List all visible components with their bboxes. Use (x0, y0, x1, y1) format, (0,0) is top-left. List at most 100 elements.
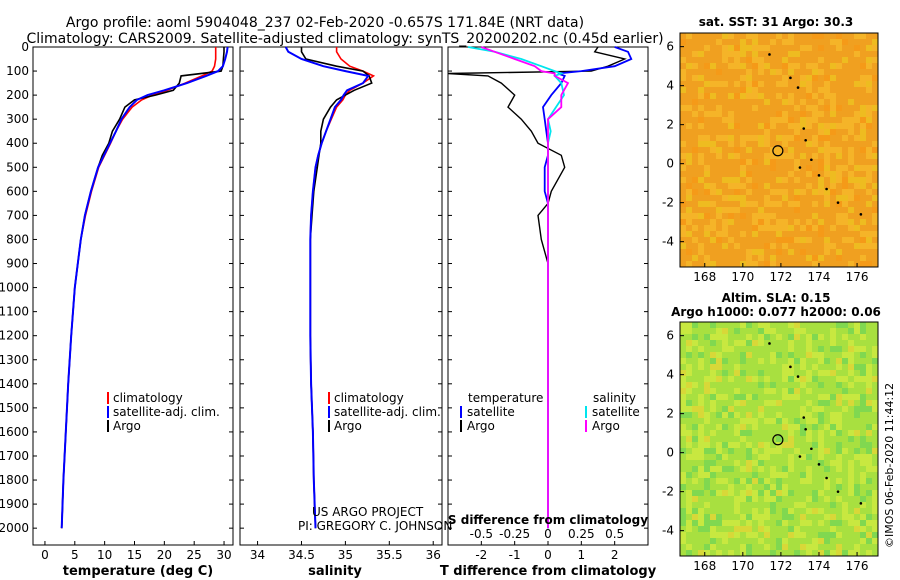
sla-map-cell (812, 382, 818, 388)
legend-label-climatology: climatology (334, 391, 404, 405)
sst-map-cell (824, 189, 830, 195)
sst-map-cell (872, 99, 878, 105)
sst-map-cell (734, 177, 740, 183)
sla-map-cell (716, 364, 722, 370)
sst-map-cell (722, 45, 728, 51)
sst-map-cell (758, 57, 764, 63)
sst-map-cell (680, 159, 686, 165)
sst-map-cell (710, 51, 716, 57)
sst-map-cell (794, 81, 800, 87)
sst-map-cell (830, 207, 836, 213)
sst-map-cell (812, 195, 818, 201)
sst-map-cell (842, 33, 848, 39)
sst-map-cell (758, 93, 764, 99)
sst-map-cell (680, 69, 686, 75)
sla-map-cell (848, 496, 854, 502)
sst-map-cell (680, 249, 686, 255)
sla-map-cell (848, 478, 854, 484)
sla-map-cell (866, 352, 872, 358)
sst-map-cell (716, 105, 722, 111)
sla-map-cell (830, 442, 836, 448)
sla-map-cell (764, 400, 770, 406)
legend-label-t-argo: Argo (467, 419, 495, 433)
sla-map-cell (842, 322, 848, 328)
sla-map-cell (848, 358, 854, 364)
sst-map-cell (794, 105, 800, 111)
sla-map-cell (758, 394, 764, 400)
sla-map-cell (830, 412, 836, 418)
sla-map-cell (812, 406, 818, 412)
sst-map-cell (716, 99, 722, 105)
sla-map-cell (758, 502, 764, 508)
sla-map-cell (746, 394, 752, 400)
sla-map-cell (698, 340, 704, 346)
sst-map-cell (830, 261, 836, 267)
sla-map-cell (752, 418, 758, 424)
sst-map-cell (734, 105, 740, 111)
sla-map-cell (824, 460, 830, 466)
sst-map-cell (818, 261, 824, 267)
sst-map-cell (698, 105, 704, 111)
argo-float-position-marker (772, 434, 784, 446)
sst-map-cell (812, 153, 818, 159)
sst-map-cell (872, 57, 878, 63)
sla-map-cell (836, 442, 842, 448)
sla-map-cell (842, 526, 848, 532)
sla-map-cell (776, 376, 782, 382)
sla-map-cell (722, 352, 728, 358)
sst-map-cell (824, 69, 830, 75)
sst-map-cell (752, 129, 758, 135)
sst-map-cell (722, 177, 728, 183)
sla-map-cell (812, 346, 818, 352)
sla-map-cell (746, 520, 752, 526)
sla-map-cell (854, 514, 860, 520)
sst-map-cell (836, 81, 842, 87)
sst-map-cell (704, 45, 710, 51)
sla-map-cell (866, 514, 872, 520)
sst-map-cell (758, 195, 764, 201)
sst-map-cell (752, 147, 758, 153)
sst-map-cell (806, 141, 812, 147)
sla-map-cell (788, 508, 794, 514)
sla-map-cell (770, 490, 776, 496)
sst-map-cell (722, 75, 728, 81)
sst-map-cell (830, 81, 836, 87)
sst-map-cell (686, 33, 692, 39)
sla-map-cell (764, 424, 770, 430)
sst-map-cell (740, 39, 746, 45)
sla-map-cell (830, 346, 836, 352)
sst-map-cell (764, 141, 770, 147)
sla-map-cell (698, 436, 704, 442)
sst-map-cell (824, 93, 830, 99)
sla-map-cell (764, 484, 770, 490)
sla-map-cell (806, 514, 812, 520)
sla-map-cell (818, 400, 824, 406)
sst-map-cell (830, 93, 836, 99)
sla-map-cell (794, 508, 800, 514)
sst-map-cell (698, 147, 704, 153)
sla-map-cell (812, 358, 818, 364)
sla-map-cell (854, 400, 860, 406)
sst-map-cell (686, 129, 692, 135)
sla-map-cell (842, 346, 848, 352)
sla-map-cell (872, 382, 878, 388)
sla-map-cell (746, 496, 752, 502)
salinity-x-label: salinity (308, 564, 362, 579)
sla-map-cell (818, 376, 824, 382)
sst-map-cell (752, 177, 758, 183)
sst-map-cell (818, 129, 824, 135)
sla-map-cell (758, 412, 764, 418)
sla-map-cell (770, 346, 776, 352)
sla-map-cell (836, 436, 842, 442)
sst-map-cell (698, 63, 704, 69)
sla-map-cell (698, 460, 704, 466)
sst-map-cell (830, 225, 836, 231)
sla-map-cell (782, 454, 788, 460)
sst-map-cell (704, 153, 710, 159)
sla-map-cell (698, 442, 704, 448)
sla-map-cell (692, 406, 698, 412)
sst-map-cell (842, 231, 848, 237)
sla-map-cell (740, 412, 746, 418)
sla-map-cell (866, 418, 872, 424)
sla-map-cell (680, 418, 686, 424)
